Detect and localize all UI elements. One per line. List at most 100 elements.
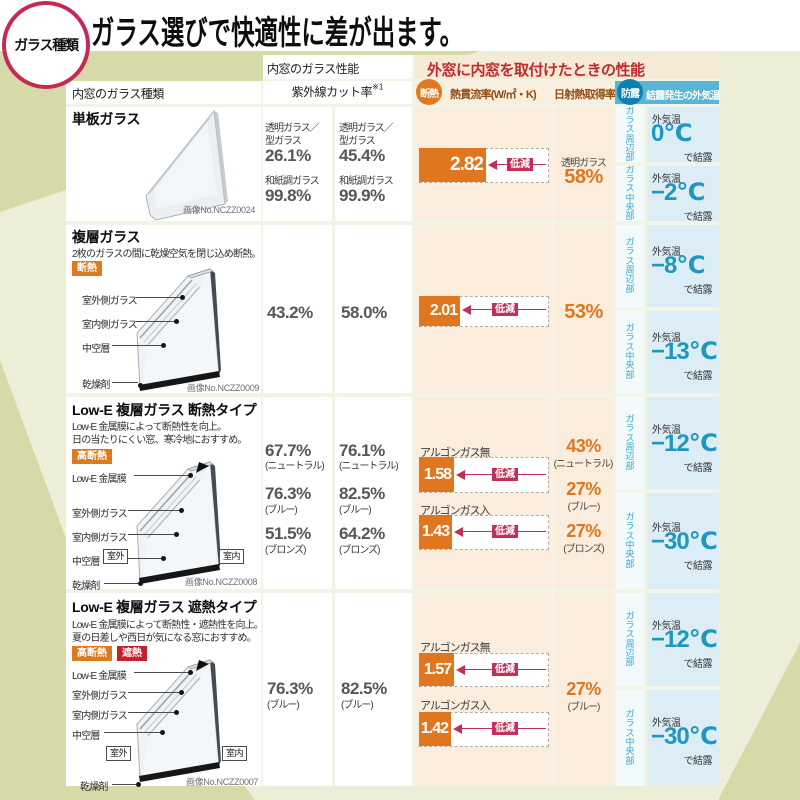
r3-desc2: 日の当たりにくい窓、寒冷地におすすめ。	[72, 435, 247, 446]
header-inner-type-label: 内窓のガラス種類	[72, 87, 164, 101]
r1-uv-a-label2: 型ガラス	[265, 136, 302, 147]
r2-solar-cell	[554, 225, 613, 393]
r1-dew-center-pre: 外気温	[652, 174, 681, 185]
r3-label-air-layer: 中空層	[72, 557, 100, 568]
r2-dew-edge-label-cell	[616, 225, 644, 307]
r3-line-lowe	[134, 475, 188, 476]
r1-name: 単板ガラス	[72, 111, 141, 127]
header-outer-perf-label: 外窓に内窓を取付けたときの性能	[427, 62, 645, 79]
r3-dot-lowe	[188, 473, 193, 478]
r3-uv-a-value2: 76.3%	[265, 484, 311, 503]
r3-solar-label1: (ニュートラル)	[553, 459, 614, 470]
r2-dew-center-pre: 外気温	[652, 333, 681, 344]
r4-dot-lowe	[188, 670, 193, 675]
header-u-value-label: 熱貫流率(W/㎡・K)	[450, 89, 537, 101]
r4-line-desiccant	[112, 784, 136, 785]
header-inner-perf-label: 内窓のガラス性能	[267, 62, 359, 76]
r2-dot-desiccant	[138, 383, 143, 388]
r4-uvalue-box2: 1.42	[419, 712, 451, 746]
r4-dew-edge-post: で結露	[683, 659, 713, 670]
r4-line-outer-glass	[128, 692, 179, 693]
r2-label-desiccant: 乾燥剤	[82, 380, 110, 391]
r1-uv-b-label2: 型ガラス	[339, 136, 376, 147]
r3-inside-box: 室内	[219, 549, 245, 564]
r4-argon-none-label: アルゴンガス無	[420, 642, 491, 654]
r3-image-no: 画像No.NCZZ0008	[185, 577, 258, 587]
r2-dew-center-cell	[647, 311, 719, 393]
r4-dew-center-temp: −30℃	[651, 723, 718, 750]
r4-glass-diagram	[136, 659, 222, 783]
r3-argon-in-label: アルゴンガス入	[420, 505, 491, 517]
r2-solar-value: 53%	[564, 301, 603, 323]
dew-proof-badge: 防露	[617, 79, 643, 105]
r1-uv-b-cell	[335, 107, 412, 221]
r3-dew-center-temp: −30℃	[651, 528, 718, 555]
r4-label-lowe: Low-E 金属膜	[72, 671, 127, 682]
r4-dew-center-vlabel: ガラス中央部	[616, 690, 644, 786]
r4-solar-cell	[554, 593, 613, 786]
r1-dew-edge-cell	[647, 107, 719, 162]
r2-dew-edge-pre: 外気温	[652, 247, 681, 258]
r2-line-inner-glass	[136, 321, 174, 322]
r4-uv-a-label: (ブルー)	[267, 700, 300, 711]
header-dew-cell: 防露 結露発生の外気温	[615, 79, 720, 105]
r3-reduce-badge1: 低減	[492, 468, 518, 481]
r1-solar-label: 透明ガラス	[561, 158, 607, 169]
r4-dot-outer-glass	[179, 690, 184, 695]
r4-image-no: 画像No.NCZZ0007	[186, 777, 259, 787]
r3-uv-b-label1: (ニュートラル)	[339, 461, 399, 472]
r2-line-air-layer	[112, 345, 161, 346]
r1-uv-b-value2: 99.9%	[339, 186, 385, 205]
header-thermal-cell: 断熱 熱貫流率(W/㎡・K) 日射熱取得率	[415, 79, 616, 105]
r3-dew-edge-temp: −12℃	[651, 430, 718, 457]
r1-uv-a-label1: 透明ガラス／	[265, 123, 320, 134]
r4-uv-a-cell	[263, 593, 332, 786]
r2-dew-edge-vlabel: ガラス周辺部	[616, 225, 644, 307]
r3-uv-b-cell	[335, 397, 412, 589]
header-inner-perf-cell: 内窓のガラス性能	[263, 55, 412, 79]
r4-reduce-arrowhead2	[453, 724, 462, 734]
r1-uvalue-box: 2.82	[419, 148, 486, 182]
r2-uv-a-value: 43.2%	[267, 303, 313, 322]
r1-dew-center-post: で結露	[683, 212, 713, 223]
r4-dew-center-label-cell	[616, 690, 644, 786]
vertical-label-text: ガラス周辺部	[625, 107, 635, 162]
r3-dew-center-post: で結露	[683, 561, 713, 572]
r3-line-outer-glass	[128, 510, 179, 511]
header-inner-type-cell: 内窓のガラス種類	[66, 81, 261, 104]
r1-solar-cell	[554, 107, 613, 221]
r2-uv-b-value: 58.0%	[341, 303, 387, 322]
r3-glass-diagram	[136, 461, 222, 585]
r2-image-no: 画像No.NCZZ0009	[187, 383, 260, 393]
r3-dew-center-vlabel: ガラス中央部	[616, 493, 644, 589]
r3-solar-value3: 27%	[566, 521, 601, 541]
r3-desc1: Low-E 金属膜によって断熱性を向上。	[72, 422, 227, 433]
r3-uvalue-box2: 1.43	[419, 515, 452, 549]
r3-solar-label3: (ブロンズ)	[563, 544, 604, 555]
r3-label-desiccant: 乾燥剤	[72, 581, 100, 592]
r4-label-air-layer: 中空層	[72, 731, 100, 742]
r3-dew-edge-vlabel: ガラス周辺部	[616, 397, 644, 489]
r4-uv-b-label: (ブルー)	[341, 700, 374, 711]
r1-dew-edge-vlabel: ガラス周辺部	[616, 107, 644, 162]
r3-uv-a-label3: (ブロンズ)	[265, 545, 306, 556]
r4-solar-value: 27%	[566, 679, 601, 699]
r2-reduce-badge: 低減	[492, 303, 518, 316]
r3-dew-center-label-cell	[616, 493, 644, 589]
r4-uv-a-value: 76.3%	[267, 679, 313, 698]
r4-dew-edge-cell	[647, 593, 719, 686]
insulation-badge: 断熱	[416, 79, 442, 105]
r1-dew-center-temp: −2℃	[651, 179, 705, 206]
header-uv-label: 紫外線カット率	[291, 85, 373, 99]
r3-uv-b-value1: 76.1%	[339, 441, 385, 460]
r3-uvalue-cell	[415, 397, 551, 589]
r2-dot-outer-glass	[180, 295, 185, 300]
r1-uv-a-cell	[263, 107, 332, 221]
r4-inside-box: 室内	[222, 746, 248, 761]
r3-label-inner-glass: 室内側ガラス	[72, 533, 128, 544]
r3-uv-a-value1: 67.7%	[265, 441, 311, 460]
r3-uv-a-label1: (ニュートラル)	[265, 461, 325, 472]
header-outer-perf-cell: 外窓に内窓を取付けたときの性能	[415, 55, 719, 79]
r4-label-outer-glass: 室外側ガラス	[72, 691, 128, 702]
r3-solar-value1: 43%	[566, 436, 601, 456]
